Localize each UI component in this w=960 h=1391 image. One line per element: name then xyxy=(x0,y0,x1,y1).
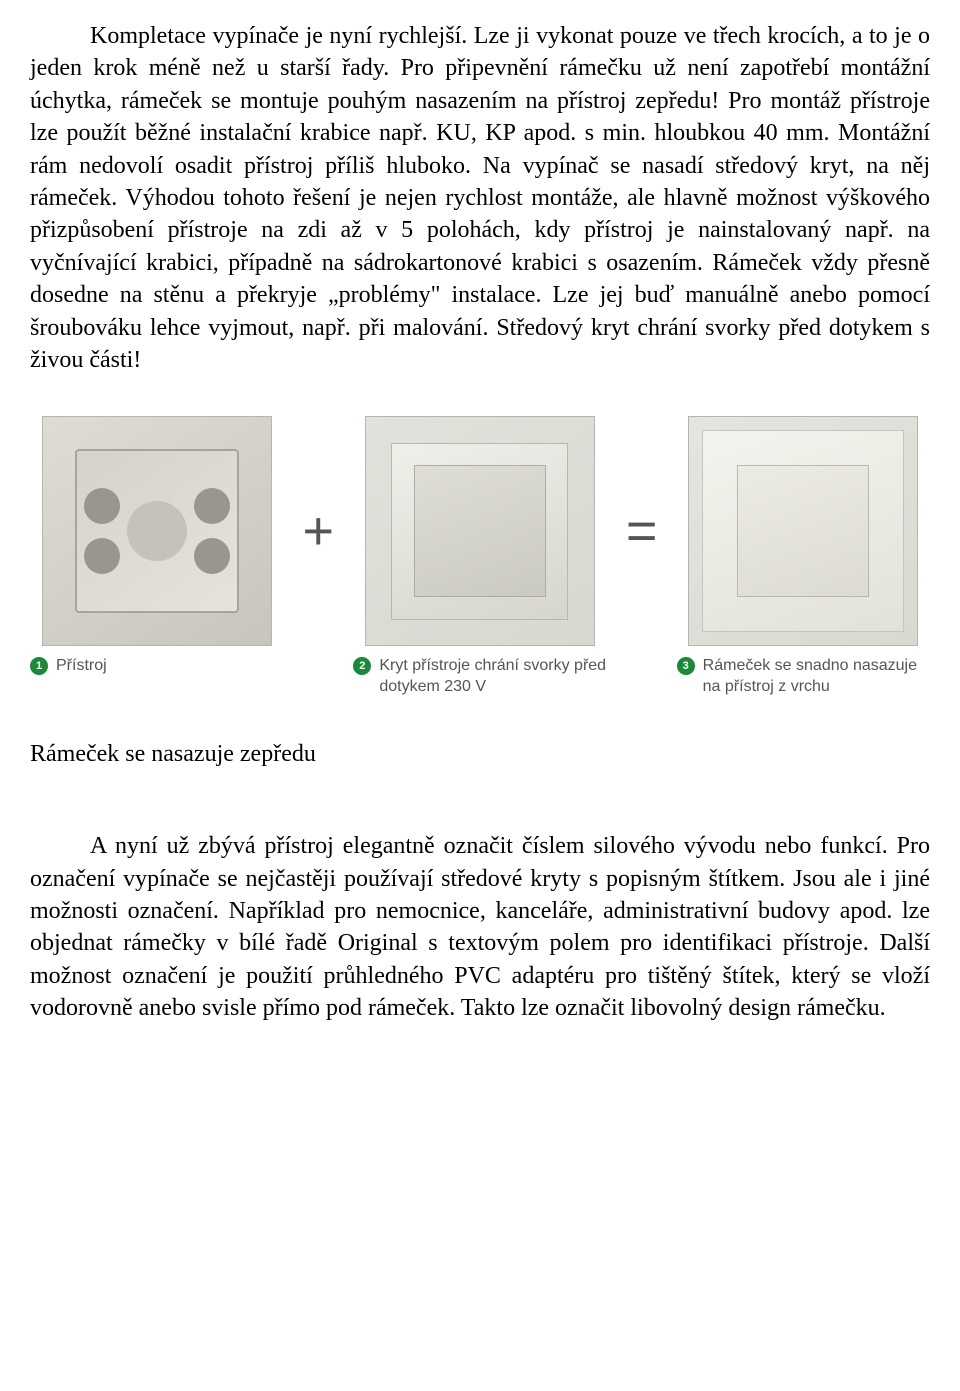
plus-operator: + xyxy=(293,495,343,568)
caption-badge-1: 1 xyxy=(30,657,48,675)
caption-text-3: Rámeček se snadno nasazuje na přístroj z… xyxy=(703,656,930,698)
caption-badge-2: 2 xyxy=(353,657,371,675)
caption-1: 1 Přístroj xyxy=(30,656,283,698)
caption-spacer xyxy=(617,656,667,698)
figure-subtitle: Rámeček se nasazuje zepředu xyxy=(30,738,930,770)
caption-3: 3 Rámeček se snadno nasazuje na přístroj… xyxy=(677,656,930,698)
assembly-figure: + = xyxy=(30,416,930,646)
equals-operator: = xyxy=(617,495,667,568)
caption-2: 2 Kryt přístroje chrání svorky před doty… xyxy=(353,656,606,698)
body-paragraph-1: Kompletace vypínače je nyní rychlejší. L… xyxy=(30,20,930,376)
frame-image xyxy=(688,416,918,646)
figure-item-frame xyxy=(677,416,930,646)
caption-spacer xyxy=(293,656,343,698)
figure-captions: 1 Přístroj 2 Kryt přístroje chrání svork… xyxy=(30,656,930,698)
body-paragraph-2: A nyní už zbývá přístroj elegantně označ… xyxy=(30,830,930,1024)
cover-plate-image xyxy=(365,416,595,646)
caption-text-1: Přístroj xyxy=(56,656,283,677)
figure-item-mechanism xyxy=(30,416,283,646)
caption-text-2: Kryt přístroje chrání svorky před dotyke… xyxy=(379,656,606,698)
figure-item-plate xyxy=(353,416,606,646)
mechanism-image xyxy=(42,416,272,646)
caption-badge-3: 3 xyxy=(677,657,695,675)
